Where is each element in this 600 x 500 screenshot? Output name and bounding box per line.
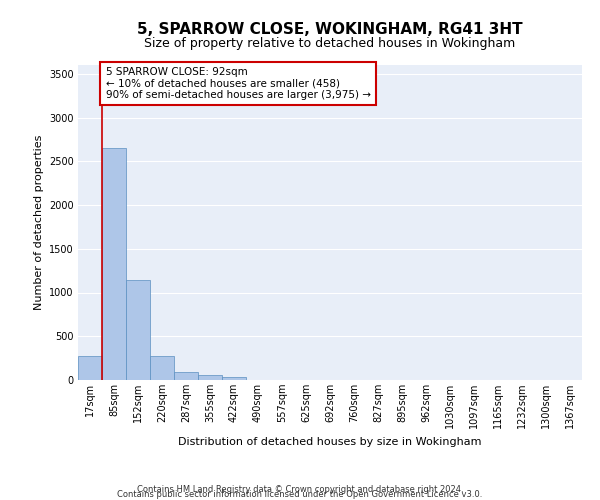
Bar xyxy=(126,280,150,380)
Text: Contains HM Land Registry data © Crown copyright and database right 2024.: Contains HM Land Registry data © Crown c… xyxy=(137,484,463,494)
Text: 5, SPARROW CLOSE, WOKINGHAM, RG41 3HT: 5, SPARROW CLOSE, WOKINGHAM, RG41 3HT xyxy=(137,22,523,38)
Bar xyxy=(222,377,246,380)
Bar xyxy=(198,375,222,380)
Y-axis label: Number of detached properties: Number of detached properties xyxy=(34,135,44,310)
Bar xyxy=(102,148,126,380)
Text: 5 SPARROW CLOSE: 92sqm
← 10% of detached houses are smaller (458)
90% of semi-de: 5 SPARROW CLOSE: 92sqm ← 10% of detached… xyxy=(106,67,371,100)
X-axis label: Distribution of detached houses by size in Wokingham: Distribution of detached houses by size … xyxy=(178,436,482,446)
Bar xyxy=(150,356,174,380)
Text: Contains public sector information licensed under the Open Government Licence v3: Contains public sector information licen… xyxy=(118,490,482,499)
Bar xyxy=(78,356,102,380)
Bar xyxy=(174,372,198,380)
Text: Size of property relative to detached houses in Wokingham: Size of property relative to detached ho… xyxy=(145,38,515,51)
